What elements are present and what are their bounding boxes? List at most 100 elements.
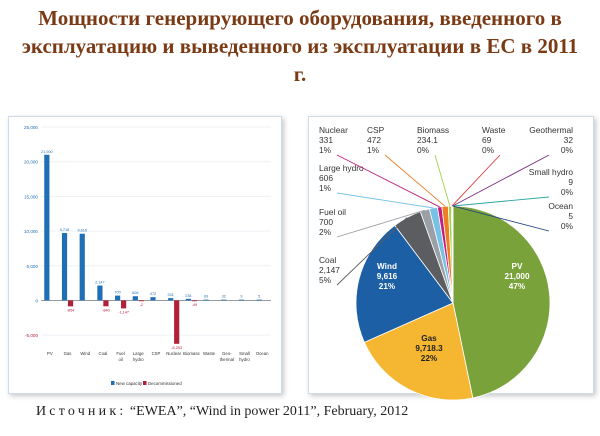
source-caption: Источник: “EWEA”, “Wind in power 2011”, … [36, 404, 408, 420]
pie-label: 21% [379, 282, 396, 291]
bar-chart: 25,000 20,000 15,000 10,000 5,000 0 -5,000 21,0… [24, 125, 271, 386]
bar-new-capacity [238, 299, 245, 301]
y-tick-label: 0 [35, 298, 38, 303]
x-category-label: PV [47, 351, 53, 356]
pie-label: Biomass [417, 125, 449, 135]
pie-leader-line [336, 217, 408, 286]
pie-leader-line [452, 205, 550, 232]
pie-label: 47% [509, 282, 526, 291]
source-prefix: Источник: [36, 404, 127, 419]
pie-label: 2,147 [319, 265, 340, 275]
pie-label: PV [512, 262, 523, 271]
bar-value-label: 21,000 [41, 150, 53, 154]
x-category-label: CSP [152, 351, 161, 356]
bar-value-label: -6,253 [171, 346, 182, 350]
bar-value-label: 32 [222, 295, 226, 299]
pie-leader-line [336, 209, 425, 238]
pie-label: 9,718.3 [415, 344, 443, 353]
pie-slice-pv [452, 205, 551, 399]
bar-new-capacity [168, 298, 174, 301]
pie-label: 5 [568, 211, 573, 221]
page-title: Мощности генерирующего оборудования, вве… [21, 6, 579, 86]
pie-label: Waste [482, 125, 506, 135]
bar-value-label: 234 [185, 294, 191, 298]
pie-label: Coal [319, 255, 336, 265]
x-category-label: hydro [133, 357, 144, 362]
bar-value-label: -854 [67, 308, 75, 312]
y-tick-label: -5,000 [25, 333, 38, 338]
pie-label: Ocean [548, 201, 573, 211]
legend-swatch-new-capacity [111, 381, 115, 385]
bar-value-label: 2,147 [95, 281, 105, 285]
pie-label: 700 [319, 217, 333, 227]
pie-label: 32 [564, 135, 574, 145]
x-category-label: Geo- [222, 351, 232, 356]
pie-label: Nuclear [319, 125, 348, 135]
legend-label-new-capacity: New capacity [116, 381, 143, 386]
bar-new-capacity [79, 233, 85, 301]
x-category-label: hydro [239, 357, 250, 362]
bar-decommissioned [67, 300, 74, 307]
pie-label: 5% [319, 275, 332, 285]
pie-label: 234.1 [417, 135, 438, 145]
x-category-label: Small [239, 351, 250, 356]
bar-value-label: 331 [168, 293, 174, 297]
pie-label: 2% [319, 227, 332, 237]
pie-label: Fuel oil [319, 207, 346, 217]
pie-label: 0% [482, 145, 495, 155]
pie-label: 21,000 [504, 272, 529, 281]
bar-new-capacity [185, 298, 191, 301]
pie-label: 0% [561, 221, 574, 231]
pie-label: 1% [319, 145, 332, 155]
bar-decommissioned [121, 300, 127, 309]
x-category-label: Wind [80, 351, 90, 356]
bar-value-label: 9,616 [77, 229, 87, 233]
bar-value-label: -2 [140, 303, 143, 307]
y-tick-label: 15,000 [24, 194, 38, 199]
x-category-label: oil [118, 357, 122, 362]
bar-new-capacity [256, 299, 262, 301]
bar-new-capacity [150, 297, 156, 301]
pie-label: Large hydro [319, 163, 364, 173]
pie-label: 9 [568, 177, 573, 187]
bar-value-label: 9,718 [60, 228, 70, 232]
bar-value-label: 472 [150, 292, 156, 296]
bar-new-capacity [61, 233, 68, 301]
pie-label: 22% [421, 354, 438, 363]
pie-label: 0% [417, 145, 430, 155]
pie-label: 9,616 [377, 272, 398, 281]
bar-new-capacity [97, 285, 103, 301]
pie-label: 1% [319, 183, 332, 193]
pie-label: 0% [561, 187, 574, 197]
x-category-label: Gas [64, 351, 72, 356]
bar-value-label: -840 [102, 308, 110, 312]
legend-swatch-decommissioned [143, 381, 147, 385]
pie-leader-line [434, 154, 451, 207]
pie-leader-line [336, 154, 440, 208]
bar-decommissioned [191, 300, 197, 302]
pie-label: 1% [367, 145, 380, 155]
pie-label: CSP [367, 125, 385, 135]
x-category-label: Nuclear [166, 351, 181, 356]
bar-new-capacity [132, 296, 138, 301]
x-category-label: Ocean [256, 351, 269, 356]
pie-leader-line [336, 192, 434, 209]
pie-label: Geothermal [529, 125, 573, 135]
x-category-label: thermal [220, 357, 234, 362]
bar-value-label: 9 [240, 295, 242, 299]
bar-new-capacity [44, 154, 50, 301]
bar-value-label: 5 [258, 295, 260, 299]
y-tick-label: 25,000 [24, 125, 38, 130]
bar-value-label: 69 [204, 295, 208, 299]
pie-label: Wind [377, 262, 397, 271]
x-category-label: Biomass [183, 351, 199, 356]
bar-new-capacity [115, 295, 121, 301]
pie-leader-line [451, 154, 501, 207]
pie-slice-gas [363, 302, 474, 401]
pie-label: 472 [367, 135, 381, 145]
bar-value-label: 700 [114, 291, 120, 295]
pie-chart-panel: PV 21,000 47% Gas 9,718.3 22% Wind 9,616 21% Coal… [308, 116, 594, 401]
y-tick-label: 20,000 [24, 160, 38, 165]
x-category-label: Fuel [116, 351, 124, 356]
